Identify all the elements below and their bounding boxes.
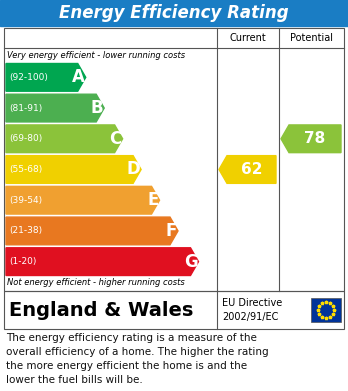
Text: E: E bbox=[147, 191, 159, 209]
Text: (69-80): (69-80) bbox=[9, 134, 42, 143]
Text: 78: 78 bbox=[304, 131, 326, 146]
Text: (81-91): (81-91) bbox=[9, 104, 42, 113]
Polygon shape bbox=[219, 156, 276, 183]
Text: Current: Current bbox=[230, 33, 266, 43]
Text: Potential: Potential bbox=[290, 33, 333, 43]
Polygon shape bbox=[6, 217, 178, 245]
Text: The energy efficiency rating is a measure of the
overall efficiency of a home. T: The energy efficiency rating is a measur… bbox=[6, 333, 269, 385]
Polygon shape bbox=[6, 187, 159, 214]
Text: G: G bbox=[184, 253, 198, 271]
Text: F: F bbox=[166, 222, 177, 240]
Bar bbox=[0, 0, 348, 26]
Polygon shape bbox=[6, 94, 104, 122]
Text: (21-38): (21-38) bbox=[9, 226, 42, 235]
Polygon shape bbox=[6, 248, 198, 276]
Bar bbox=[4, 291, 344, 329]
Polygon shape bbox=[6, 156, 141, 183]
Polygon shape bbox=[281, 125, 341, 152]
Polygon shape bbox=[6, 125, 122, 152]
Text: EU Directive
2002/91/EC: EU Directive 2002/91/EC bbox=[222, 298, 282, 322]
Text: C: C bbox=[109, 130, 122, 148]
Text: (55-68): (55-68) bbox=[9, 165, 42, 174]
Text: England & Wales: England & Wales bbox=[9, 301, 193, 319]
Polygon shape bbox=[6, 63, 86, 91]
Text: 62: 62 bbox=[241, 162, 262, 177]
Text: D: D bbox=[126, 160, 140, 179]
Text: A: A bbox=[72, 68, 85, 86]
Text: (39-54): (39-54) bbox=[9, 196, 42, 205]
FancyBboxPatch shape bbox=[311, 298, 341, 322]
Text: Energy Efficiency Rating: Energy Efficiency Rating bbox=[59, 4, 289, 22]
Text: Not energy efficient - higher running costs: Not energy efficient - higher running co… bbox=[7, 278, 185, 287]
Text: B: B bbox=[90, 99, 103, 117]
Text: (92-100): (92-100) bbox=[9, 73, 48, 82]
Text: Very energy efficient - lower running costs: Very energy efficient - lower running co… bbox=[7, 51, 185, 60]
Bar bbox=[4, 28, 344, 291]
Text: (1-20): (1-20) bbox=[9, 257, 37, 266]
